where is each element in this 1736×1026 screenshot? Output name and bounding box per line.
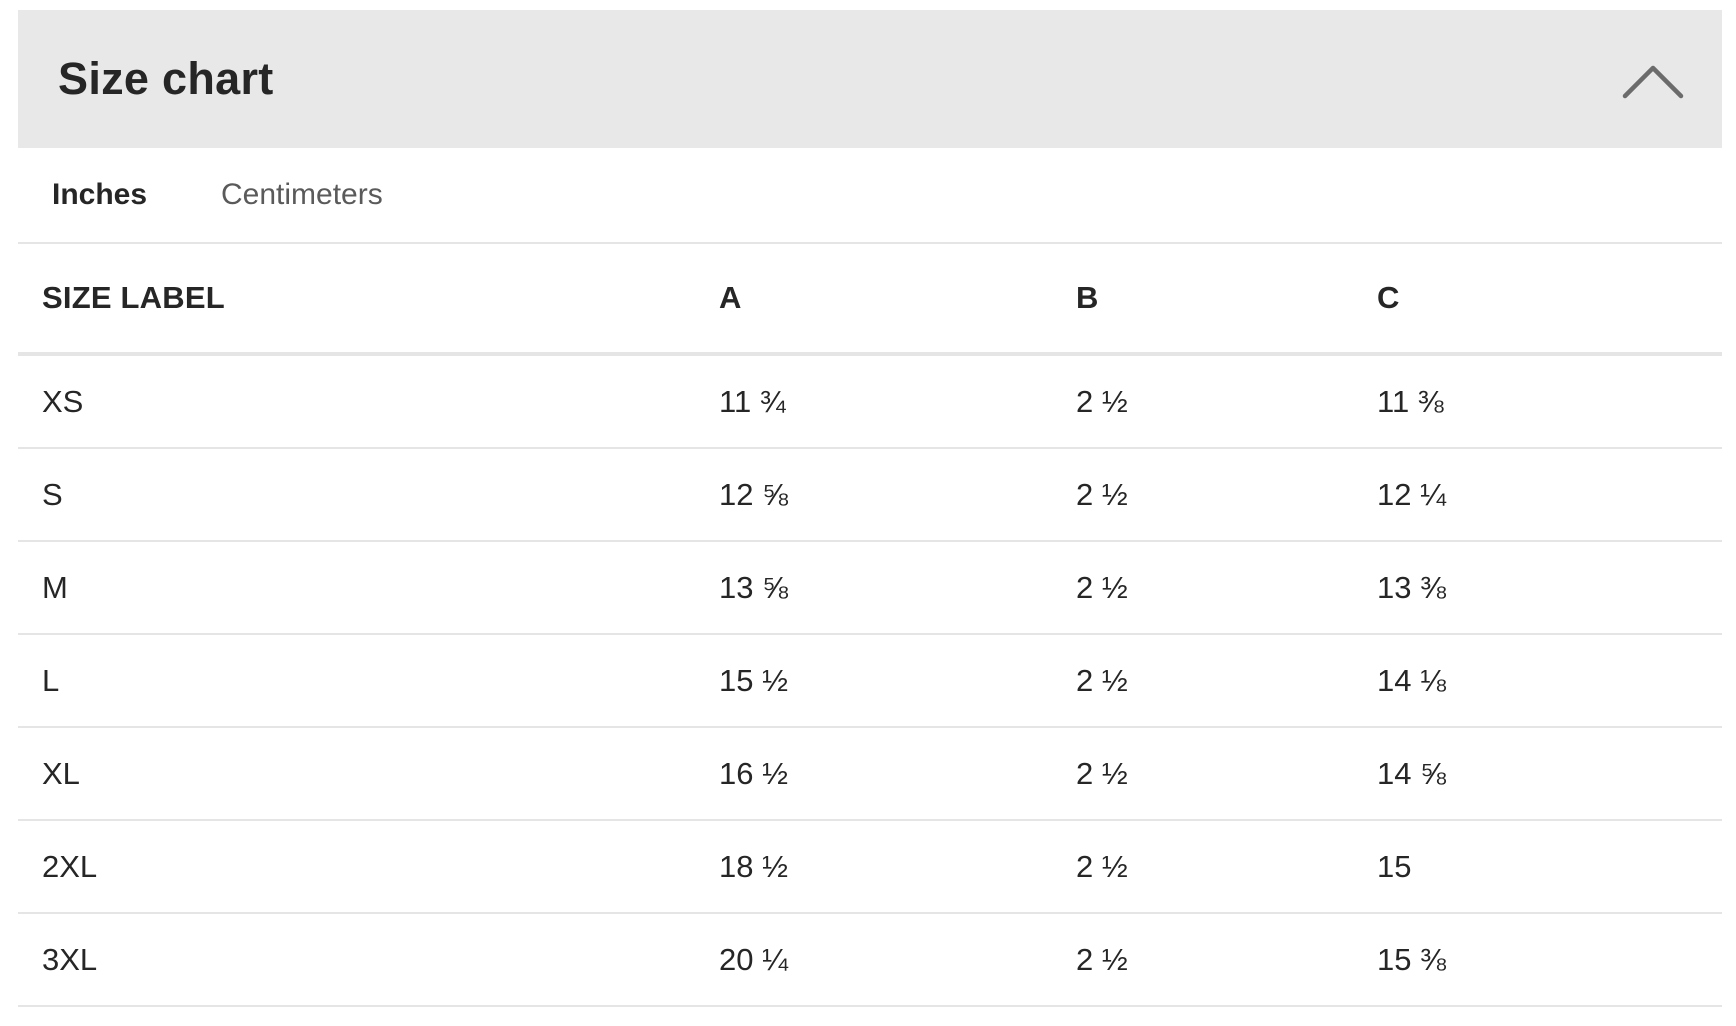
size-chart-title: Size chart	[58, 53, 274, 104]
table-header-row: SIZE LABEL A B C	[18, 244, 1722, 356]
table-row: L 15 ½ 2 ½ 14 ⅛	[18, 634, 1722, 728]
size-label-cell: 2XL	[18, 820, 719, 914]
size-label-cell: M	[18, 541, 719, 635]
size-label-cell: S	[18, 448, 719, 542]
measurement-a-cell: 11 ¾	[719, 354, 1076, 449]
measurement-b-cell: 2 ½	[1076, 448, 1377, 542]
chevron-up-icon	[1622, 65, 1684, 99]
measurement-a-cell: 15 ½	[719, 634, 1076, 728]
measurement-c-cell: 11 ⅜	[1377, 354, 1722, 449]
table-row: 3XL 20 ¼ 2 ½ 15 ⅜	[18, 913, 1722, 1007]
column-header-size-label: SIZE LABEL	[18, 244, 719, 356]
size-label-cell: L	[18, 634, 719, 728]
column-header-b: B	[1076, 244, 1377, 356]
measurement-b-cell: 2 ½	[1076, 354, 1377, 449]
measurement-a-cell: 18 ½	[719, 820, 1076, 914]
measurement-a-cell: 16 ½	[719, 727, 1076, 821]
measurement-b-cell: 2 ½	[1076, 913, 1377, 1007]
measurement-c-cell: 15	[1377, 820, 1722, 914]
measurement-b-cell: 2 ½	[1076, 541, 1377, 635]
measurement-b-cell: 2 ½	[1076, 727, 1377, 821]
table-row: M 13 ⅝ 2 ½ 13 ⅜	[18, 541, 1722, 635]
collapse-button[interactable]	[1620, 54, 1686, 104]
measurement-b-cell: 2 ½	[1076, 634, 1377, 728]
measurement-c-cell: 15 ⅜	[1377, 913, 1722, 1007]
column-header-c: C	[1377, 244, 1722, 356]
table-row: XL 16 ½ 2 ½ 14 ⅝	[18, 727, 1722, 821]
measurement-a-cell: 12 ⅝	[719, 448, 1076, 542]
size-chart-panel: Size chart Inches Centimeters SIZE LABEL…	[18, 10, 1722, 1007]
measurement-c-cell: 14 ⅝	[1377, 727, 1722, 821]
size-table: SIZE LABEL A B C XS 11 ¾ 2 ½ 11 ⅜ S 12 ⅝…	[18, 244, 1722, 1007]
measurement-c-cell: 14 ⅛	[1377, 634, 1722, 728]
measurement-c-cell: 12 ¼	[1377, 448, 1722, 542]
table-row: S 12 ⅝ 2 ½ 12 ¼	[18, 448, 1722, 542]
unit-tabs: Inches Centimeters	[18, 148, 1722, 244]
size-label-cell: 3XL	[18, 913, 719, 1007]
measurement-a-cell: 13 ⅝	[719, 541, 1076, 635]
measurement-b-cell: 2 ½	[1076, 820, 1377, 914]
size-label-cell: XS	[18, 354, 719, 449]
table-row: XS 11 ¾ 2 ½ 11 ⅜	[18, 354, 1722, 449]
size-label-cell: XL	[18, 727, 719, 821]
measurement-a-cell: 20 ¼	[719, 913, 1076, 1007]
table-row: 2XL 18 ½ 2 ½ 15	[18, 820, 1722, 914]
measurement-c-cell: 13 ⅜	[1377, 541, 1722, 635]
size-chart-header[interactable]: Size chart	[18, 10, 1722, 148]
tab-centimeters[interactable]: Centimeters	[221, 178, 383, 211]
column-header-a: A	[719, 244, 1076, 356]
tab-inches[interactable]: Inches	[52, 178, 148, 211]
